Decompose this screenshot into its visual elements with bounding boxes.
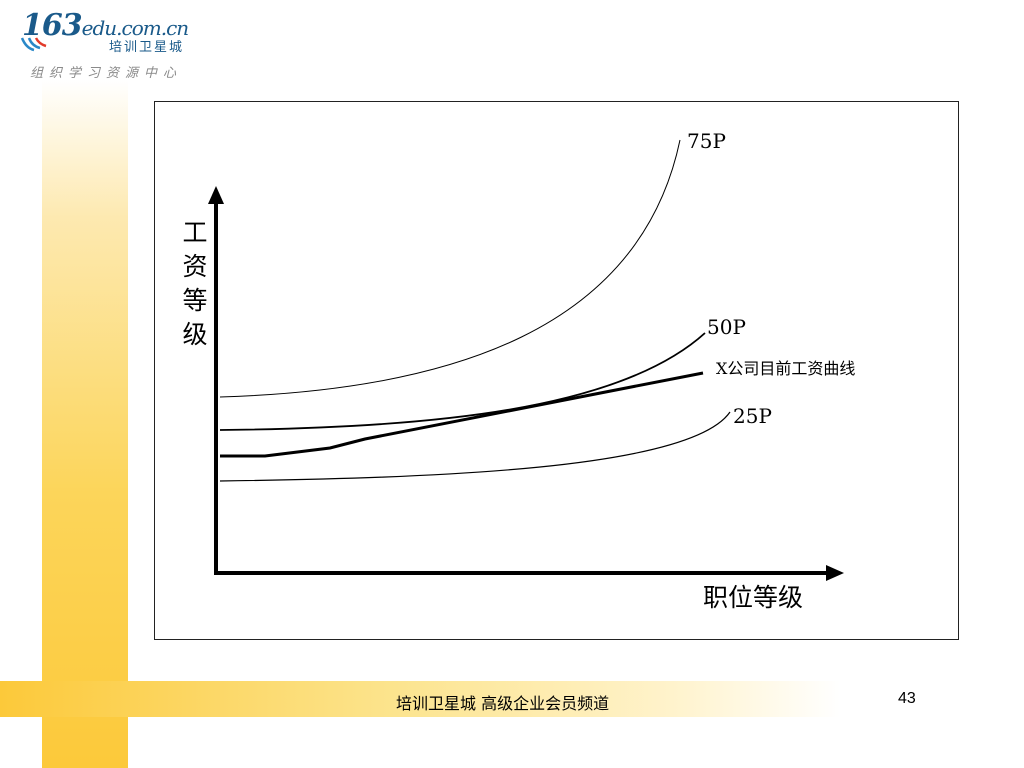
logo-wave-icon — [20, 37, 47, 52]
label-x-company: X公司目前工资曲线 — [716, 359, 855, 378]
footer-text: 培训卫星城 高级企业会员频道 — [396, 694, 610, 713]
y-axis-label-char: 级 — [182, 320, 208, 349]
logo: 163edu.com.cn 培训卫星城 组织学习资源中心 — [14, 6, 254, 81]
logo-subtitle: 培训卫星城 — [109, 40, 185, 55]
y-axis-label: 工资等级 — [180, 216, 210, 352]
logo-digits: 163 — [22, 8, 83, 43]
curve-75p — [219, 139, 681, 398]
page-number: 43 — [898, 690, 916, 707]
logo-domain: edu.com.cn — [81, 16, 190, 40]
y-axis-label-char: 资 — [182, 252, 208, 281]
y-axis-label-text: 工资等级 — [180, 216, 210, 352]
curve-x-company — [220, 371, 704, 458]
curve-50p — [219, 332, 706, 431]
x-axis-label: 职位等级 — [703, 583, 803, 612]
diagram-frame — [154, 101, 959, 640]
y-axis-label-char: 工 — [182, 218, 208, 247]
label-25p: 25P — [733, 404, 772, 428]
decorative-vertical-bar — [42, 80, 128, 768]
label-50p: 50P — [707, 315, 746, 339]
y-axis-arrow-icon — [208, 186, 224, 204]
y-axis-label-char: 等 — [182, 286, 208, 315]
label-75p: 75P — [687, 129, 726, 153]
logo-tagline: 组织学习资源中心 — [30, 66, 183, 81]
logo-wordmark: 163edu.com.cn — [22, 8, 190, 43]
curve-25p — [219, 411, 731, 482]
x-axis-arrow-icon — [826, 565, 844, 581]
decorative-horizontal-bar — [0, 681, 840, 717]
